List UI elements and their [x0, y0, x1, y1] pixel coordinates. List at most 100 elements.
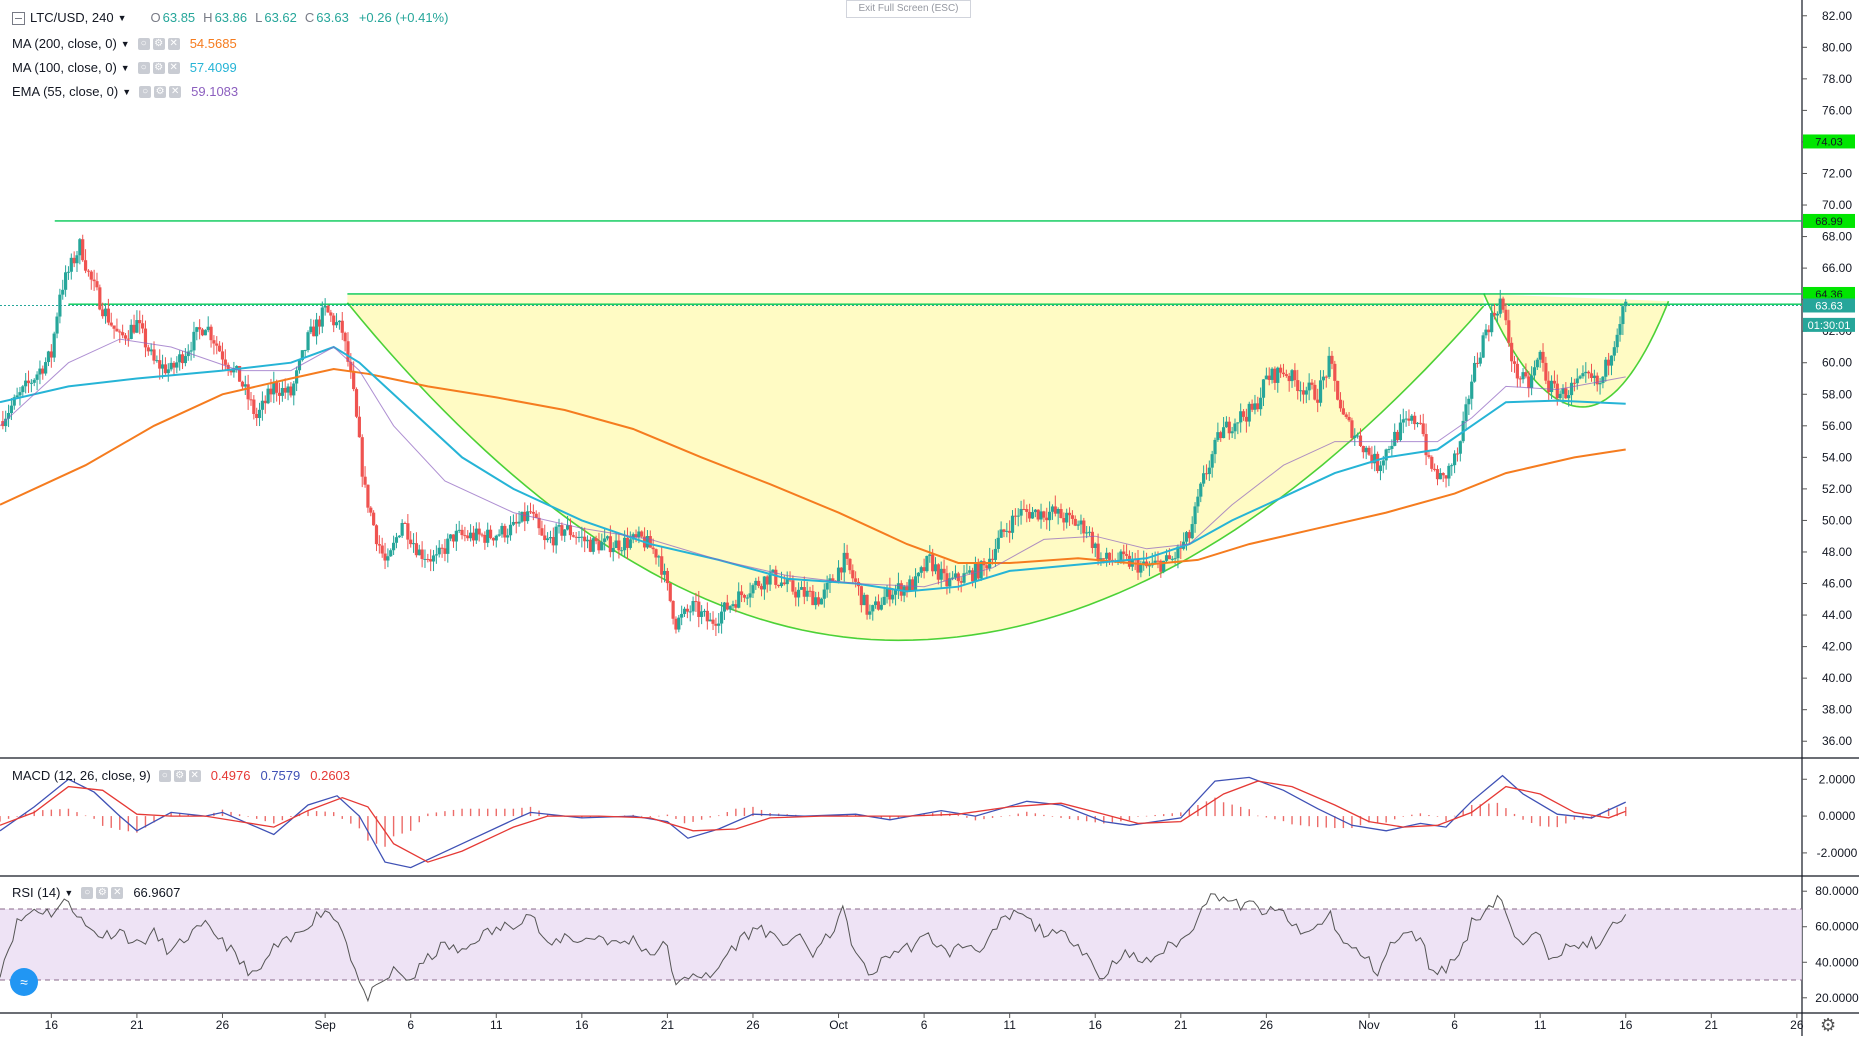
settings-icon[interactable]: ⚙ — [152, 37, 165, 50]
eye-icon[interactable]: ○ — [139, 85, 152, 98]
candle-body — [474, 528, 478, 541]
eye-icon[interactable]: ○ — [158, 769, 171, 782]
candle-body — [1455, 453, 1460, 455]
eye-icon[interactable]: ○ — [137, 61, 150, 74]
candle-body — [794, 591, 798, 598]
candle-body — [1358, 435, 1363, 446]
candle-body — [1453, 453, 1457, 466]
ma200-label[interactable]: MA (200, close, 0) — [12, 36, 117, 51]
ema55-label[interactable]: EMA (55, close, 0) — [12, 84, 119, 99]
macd-histogram-bar — [76, 812, 78, 817]
candle-body — [1085, 532, 1089, 534]
macd-histogram-bar — [1000, 816, 1002, 817]
close-icon[interactable]: ✕ — [111, 886, 124, 899]
gear-icon[interactable]: ⚙ — [1820, 1015, 1837, 1035]
candle-body — [488, 529, 493, 538]
y-tick-label: 78.00 — [1822, 72, 1852, 86]
tradingview-logo-icon[interactable]: ≈ — [10, 968, 38, 996]
candle-body — [417, 549, 421, 556]
candle-body — [95, 281, 99, 288]
candle-body — [697, 601, 701, 617]
candle-body — [1535, 359, 1539, 368]
candle-body — [38, 368, 42, 375]
y-tick-label: 68.00 — [1822, 230, 1852, 244]
candle-body — [1512, 361, 1517, 364]
exit-fullscreen-button[interactable]: Exit Full Screen (ESC) — [846, 0, 971, 18]
candle-body — [1390, 445, 1394, 449]
candle-body — [831, 578, 835, 582]
macd-histogram-bar — [178, 813, 181, 817]
candle-body — [1532, 367, 1537, 376]
close-icon[interactable]: ✕ — [188, 769, 201, 782]
candle-body — [640, 531, 644, 537]
candle-body — [4, 418, 8, 427]
symbol-label[interactable]: LTC/USD, 240 — [30, 10, 114, 25]
moving-average-line — [0, 338, 1626, 588]
candle-body — [543, 535, 547, 541]
indicator-buttons: ○ ⚙ ✕ — [139, 85, 182, 98]
candle-body — [620, 550, 624, 552]
candle-body — [674, 618, 678, 630]
eye-icon[interactable]: ○ — [137, 37, 150, 50]
macd-histogram-bar — [1111, 816, 1114, 823]
chevron-down-icon[interactable]: ▼ — [120, 38, 130, 49]
candle-body — [557, 525, 561, 527]
candle-body — [283, 387, 287, 393]
candle-body — [585, 539, 590, 542]
candle-body — [537, 517, 541, 529]
candle-body — [1387, 448, 1391, 450]
candle-body — [1367, 447, 1371, 455]
chevron-down-icon[interactable]: ▼ — [117, 12, 127, 23]
macd-histogram-bar — [144, 816, 147, 828]
menu-icon[interactable] — [12, 12, 25, 25]
close-icon[interactable]: ✕ — [167, 61, 180, 74]
candle-body — [745, 597, 749, 599]
candle-body — [611, 547, 615, 553]
candle-body — [1421, 423, 1425, 435]
price-label-text: 63.63 — [1815, 300, 1843, 312]
candle-body — [429, 559, 433, 562]
candle-body — [12, 397, 16, 406]
ma100-label[interactable]: MA (100, close, 0) — [12, 60, 117, 75]
candle-body — [446, 538, 450, 554]
candle-body — [1153, 560, 1157, 563]
candle-body — [779, 582, 784, 587]
settings-icon[interactable]: ⚙ — [152, 61, 165, 74]
macd-histogram-bar — [367, 816, 369, 841]
chevron-down-icon[interactable]: ▼ — [64, 887, 74, 898]
candle-body — [548, 537, 553, 539]
candle-body — [1244, 416, 1248, 422]
candle-body — [657, 556, 661, 558]
chevron-down-icon[interactable]: ▼ — [122, 86, 132, 97]
candle-body — [1076, 524, 1080, 526]
y-tick-label: 58.00 — [1822, 387, 1852, 401]
candle-body — [106, 308, 110, 323]
candle-body — [457, 529, 461, 531]
candle-body — [1333, 363, 1337, 381]
candle-body — [41, 368, 45, 374]
candle-body — [591, 538, 595, 552]
close-icon[interactable]: ✕ — [167, 37, 180, 50]
candle-body — [634, 534, 638, 537]
candle-body — [292, 383, 296, 396]
settings-icon[interactable]: ⚙ — [96, 886, 109, 899]
eye-icon[interactable]: ○ — [81, 886, 94, 899]
settings-icon[interactable]: ⚙ — [173, 769, 186, 782]
macd-label[interactable]: MACD (12, 26, close, 9) — [12, 768, 151, 783]
candle-body — [466, 535, 470, 539]
candle-body — [480, 534, 484, 536]
close-icon[interactable]: ✕ — [169, 85, 182, 98]
candle-body — [791, 580, 795, 592]
y-tick-label: 66.00 — [1822, 261, 1852, 275]
macd-histogram-bar — [324, 811, 326, 817]
candle-body — [460, 529, 464, 536]
candle-body — [1261, 379, 1266, 398]
close-label: C — [304, 10, 315, 25]
candle-body — [728, 606, 732, 610]
settings-icon[interactable]: ⚙ — [154, 85, 167, 98]
chevron-down-icon[interactable]: ▼ — [120, 62, 130, 73]
rsi-label[interactable]: RSI (14) — [12, 885, 61, 900]
candle-body — [1401, 419, 1405, 423]
